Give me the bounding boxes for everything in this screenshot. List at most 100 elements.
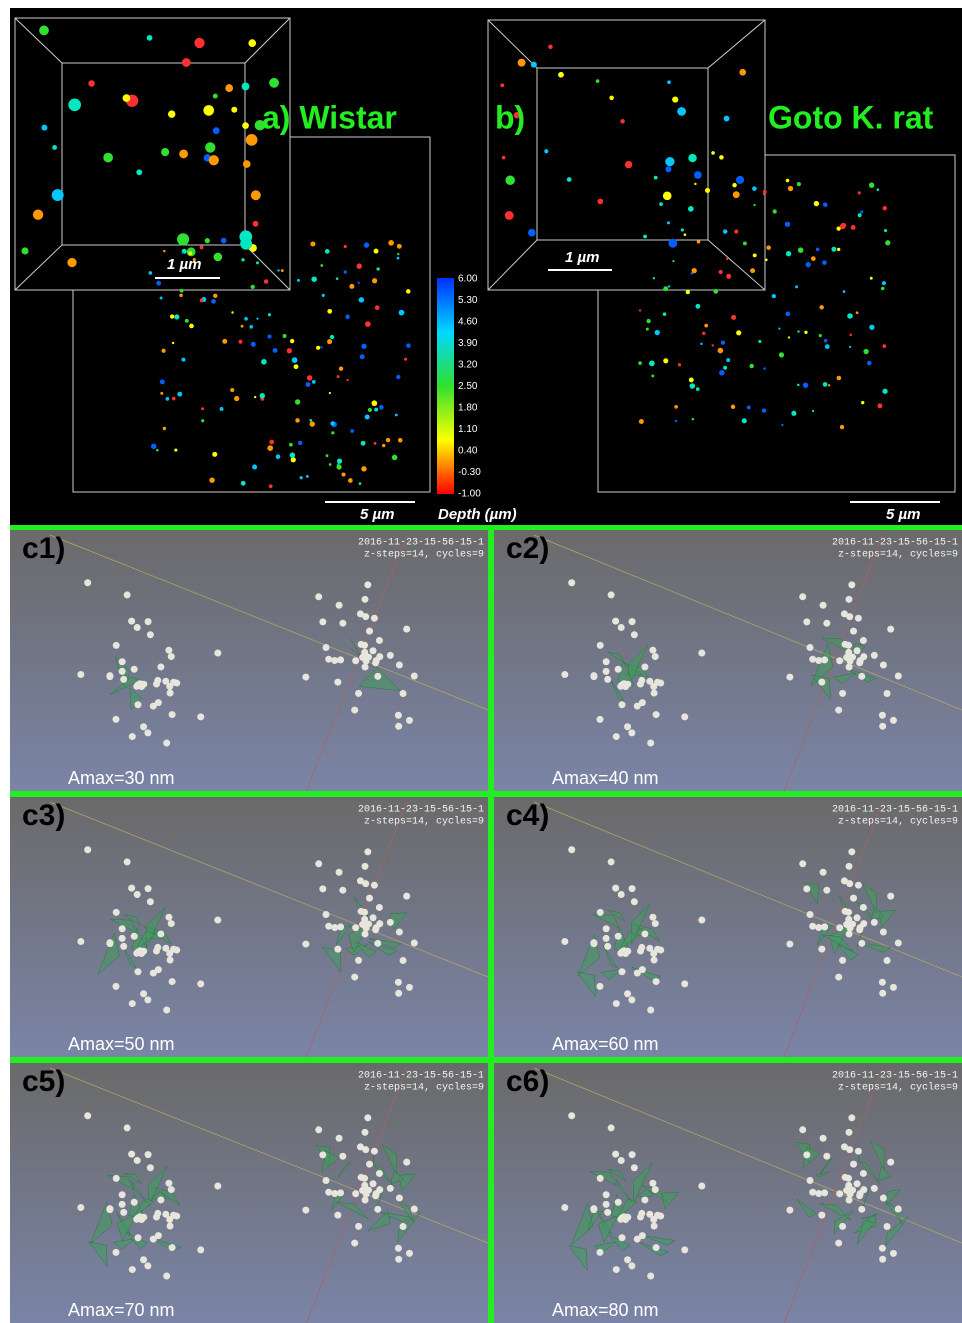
dot xyxy=(241,325,244,328)
dot xyxy=(397,244,402,249)
panel-label: c1) xyxy=(22,532,65,565)
dot xyxy=(267,445,273,451)
dot xyxy=(163,427,166,430)
particle xyxy=(144,1262,151,1269)
particle xyxy=(168,1186,175,1193)
dot xyxy=(252,465,257,470)
dot xyxy=(172,397,176,401)
particle xyxy=(112,983,119,990)
particle xyxy=(597,1175,604,1182)
dot xyxy=(156,449,159,452)
dot xyxy=(374,408,378,412)
dot xyxy=(290,452,295,457)
dot xyxy=(724,116,730,122)
dot xyxy=(337,375,340,378)
particle xyxy=(169,711,176,718)
particle xyxy=(603,1201,610,1208)
particle xyxy=(649,647,656,654)
dot xyxy=(220,407,224,411)
dot xyxy=(797,384,800,387)
dot xyxy=(182,252,184,254)
particle xyxy=(854,647,861,654)
dot xyxy=(778,327,780,329)
particle xyxy=(366,1161,373,1168)
dot xyxy=(211,299,216,304)
particle xyxy=(352,657,359,664)
colorbar-label: -0.30 xyxy=(458,467,481,478)
particle xyxy=(131,666,138,673)
particle xyxy=(361,1175,368,1182)
dot xyxy=(721,340,725,344)
dot xyxy=(359,297,364,302)
dot xyxy=(222,339,227,344)
particle xyxy=(144,729,151,736)
dot xyxy=(269,484,273,488)
dot xyxy=(663,192,672,201)
dot xyxy=(726,274,731,279)
particle xyxy=(641,930,648,937)
particle xyxy=(849,654,856,661)
particle xyxy=(857,657,864,664)
particle xyxy=(608,858,615,865)
dot xyxy=(678,363,681,366)
parameters: z-steps=14, cycles=9 xyxy=(838,1082,958,1094)
dot xyxy=(825,344,830,349)
dot xyxy=(103,153,113,163)
particle xyxy=(590,673,597,680)
dot xyxy=(758,340,761,343)
particle xyxy=(140,1214,147,1221)
particle xyxy=(618,891,625,898)
dot xyxy=(386,438,390,442)
particle xyxy=(615,933,622,940)
particle xyxy=(163,740,170,747)
particle xyxy=(871,652,878,659)
dot xyxy=(675,420,678,423)
panel-label: b) xyxy=(495,99,525,135)
particle xyxy=(396,661,403,668)
figure: a) Wistar b) Goto K. rat 1 µm 5 µm 1 µm … xyxy=(0,0,962,1323)
particle xyxy=(617,683,624,690)
particle xyxy=(649,914,656,921)
particle xyxy=(167,957,174,964)
parameters: z-steps=14, cycles=9 xyxy=(838,816,958,828)
particle xyxy=(855,615,862,622)
dot xyxy=(544,149,548,153)
particle xyxy=(362,863,369,870)
particle xyxy=(365,1187,372,1194)
dot xyxy=(665,166,671,172)
colorbar-label: 5.30 xyxy=(458,295,478,306)
particle xyxy=(106,673,113,680)
particle xyxy=(879,1245,886,1252)
dot xyxy=(379,405,384,410)
dot xyxy=(254,396,256,398)
timestamp: 2016-11-23-15-56-15-1 xyxy=(358,1071,484,1082)
dot xyxy=(256,318,258,320)
particle xyxy=(653,1244,660,1251)
particle xyxy=(884,957,891,964)
particle xyxy=(624,990,631,997)
particle xyxy=(823,1153,830,1160)
particle xyxy=(323,911,330,918)
dot xyxy=(772,294,776,298)
particle xyxy=(315,1126,322,1133)
particle xyxy=(395,1256,402,1263)
dot xyxy=(283,334,287,338)
particle xyxy=(641,663,648,670)
dot xyxy=(884,229,887,232)
particle xyxy=(624,1214,631,1221)
particle xyxy=(362,596,369,603)
particle xyxy=(871,1185,878,1192)
particle xyxy=(835,974,842,981)
dot xyxy=(147,35,153,41)
dot xyxy=(180,289,184,293)
dot xyxy=(297,279,300,282)
dot xyxy=(596,79,600,83)
particle xyxy=(302,674,309,681)
dot xyxy=(718,348,724,354)
dot xyxy=(161,148,169,156)
particle xyxy=(400,690,407,697)
dot xyxy=(851,225,856,230)
particle xyxy=(821,656,828,663)
dot xyxy=(795,285,798,288)
dot xyxy=(253,221,259,227)
